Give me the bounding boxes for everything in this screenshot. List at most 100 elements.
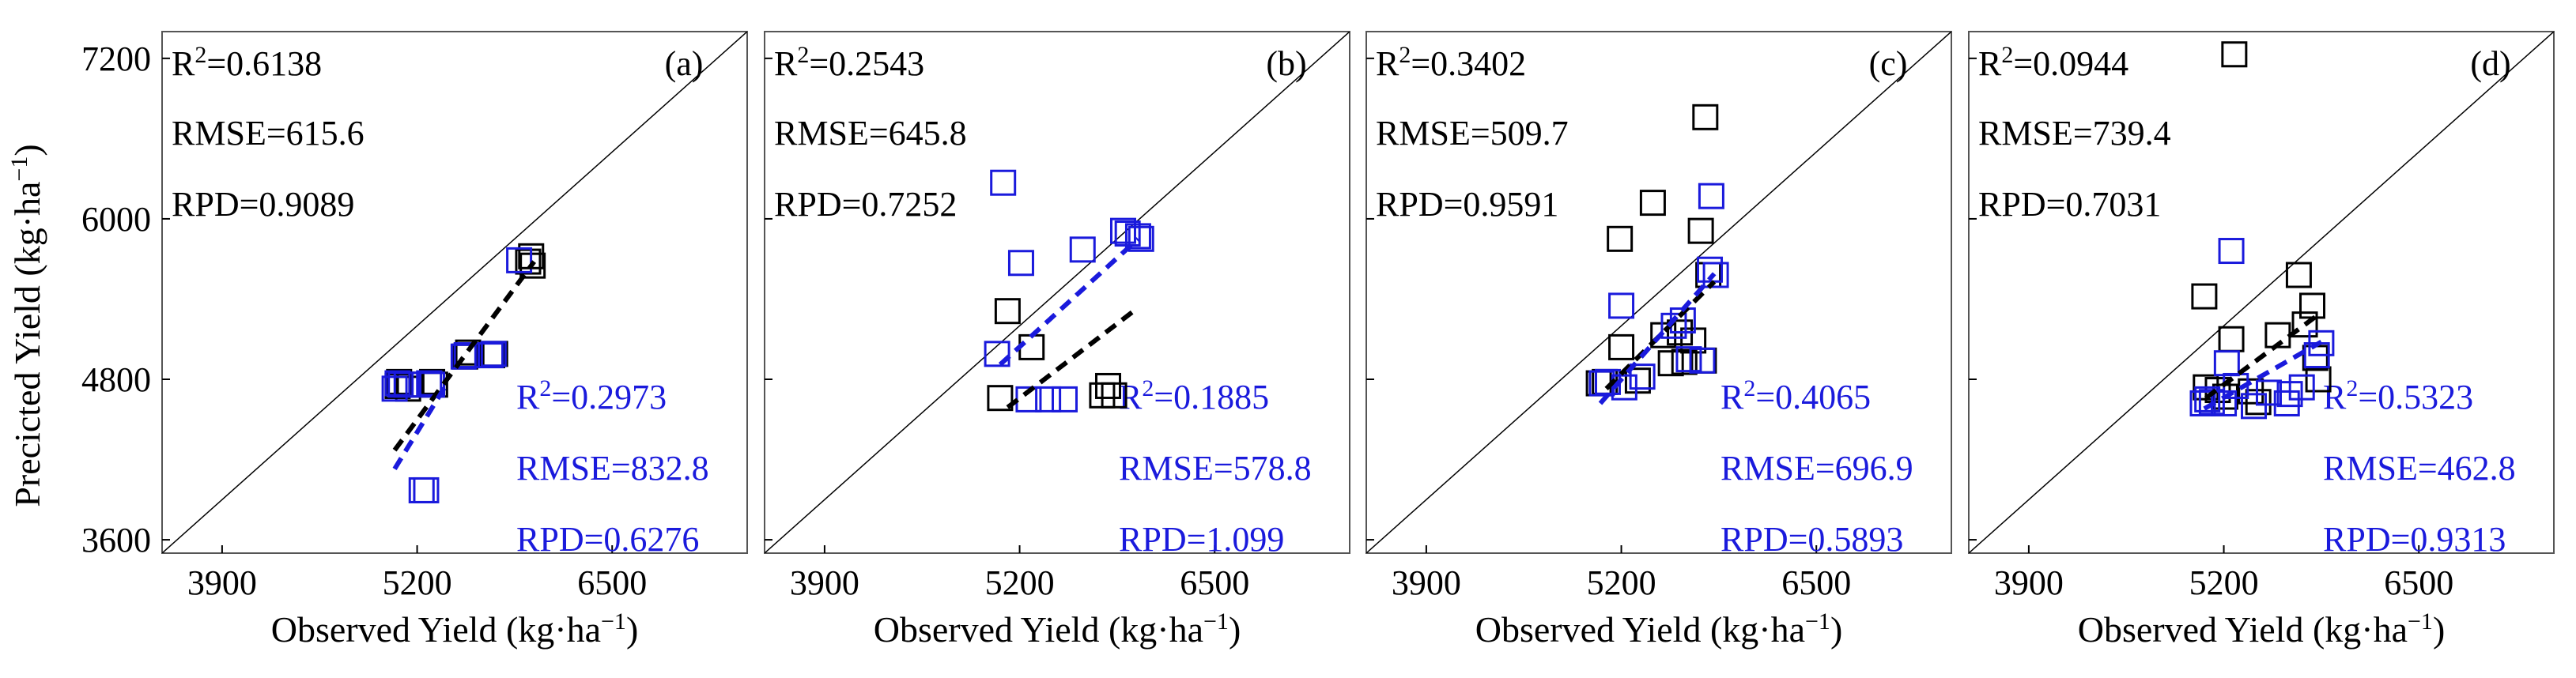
calibration-point <box>519 252 546 279</box>
black-rmse-stat: RMSE=615.6 <box>172 114 364 153</box>
x-axis-label-superscript: −1 <box>2408 608 2433 635</box>
calibration-point <box>1624 367 1651 394</box>
x-tick-label: 5200 <box>1587 563 1656 602</box>
blue-r2-value: =0.2973 <box>551 378 667 416</box>
panel-label: (d) <box>2470 44 2510 83</box>
y-axis-label-superscript: −1 <box>6 156 32 182</box>
x-axis-label-superscript: −1 <box>601 608 626 635</box>
validation-point <box>1702 262 1729 288</box>
calibration-point <box>2245 389 2272 416</box>
validation-point <box>2241 393 2268 420</box>
one-to-one-line <box>162 32 747 553</box>
x-tick-label: 5200 <box>2189 563 2259 602</box>
panel-label: (c) <box>1869 44 1908 83</box>
calibration-point <box>1687 217 1714 244</box>
calibration-fit-line <box>2204 310 2323 401</box>
calibration-point <box>994 298 1021 325</box>
x-axis-label-superscript: −1 <box>1203 608 1229 635</box>
calibration-fit-line <box>1604 280 1717 390</box>
black-r2-value: =0.0944 <box>2013 44 2128 83</box>
validation-point <box>480 341 507 367</box>
y-tick-label: 3600 <box>81 521 151 559</box>
black-r2-value: =0.6138 <box>206 44 322 83</box>
blue-r2-prefix: R <box>1720 378 1744 416</box>
blue-r2-stat: R2=0.4065 <box>1720 375 1871 416</box>
blue-rpd-stat: RPD=0.6276 <box>516 520 699 559</box>
calibration-point <box>1680 327 1707 354</box>
plot-frame <box>1968 31 2555 554</box>
calibration-point <box>2291 311 2318 338</box>
validation-point <box>450 343 477 370</box>
x-axis-label-end: ) <box>626 609 638 650</box>
blue-rpd-stat: RPD=0.5893 <box>1720 520 1903 559</box>
x-axis-label: Observed Yield (kg·ha <box>2078 609 2408 650</box>
x-tick-label: 6500 <box>1781 563 1851 602</box>
calibration-point <box>1639 190 1666 217</box>
x-tick-label: 6500 <box>1180 563 1249 602</box>
black-rmse-stat: RMSE=739.4 <box>1978 114 2171 153</box>
y-tick-label: 6000 <box>81 200 151 239</box>
x-tick-label: 6500 <box>577 563 647 602</box>
blue-r2-value: =0.1885 <box>1154 378 1269 416</box>
validation-point <box>1007 250 1034 277</box>
blue-r2-stat: R2=0.2973 <box>516 375 667 416</box>
one-to-one-line <box>1366 32 1951 553</box>
calibration-point <box>386 368 413 395</box>
validation-point <box>1608 292 1635 319</box>
black-r2-stat: R2=0.2543 <box>774 42 924 83</box>
validation-point <box>1124 223 1151 250</box>
calibration-fit-line <box>392 260 536 452</box>
calibration-point <box>2191 283 2218 310</box>
black-r2-stat: R2=0.6138 <box>172 42 322 83</box>
calibration-point <box>987 385 1014 412</box>
calibration-point <box>1101 382 1127 409</box>
validation-point <box>506 247 533 273</box>
validation-point <box>2288 374 2315 401</box>
blue-rmse-stat: RMSE=832.8 <box>516 449 709 488</box>
blue-r2-prefix: R <box>516 378 540 416</box>
x-axis-title: Observed Yield (kg·ha−1) <box>874 608 1241 650</box>
y-axis-label: Precicted Yield (kg·ha <box>7 182 47 507</box>
panel-b: 3900 5200 6500 Observed Yield (kg·ha−1) (b) R… <box>764 31 1350 650</box>
black-r2-prefix: R <box>774 44 798 83</box>
validation-point <box>1629 363 1656 390</box>
blue-r2-value: =0.4065 <box>1755 378 1871 416</box>
x-tick-label: 5200 <box>383 563 452 602</box>
calibration-point <box>2221 41 2248 68</box>
validation-point <box>384 370 411 397</box>
blue-r2-stat: R2=0.5323 <box>2323 375 2473 416</box>
validation-point <box>413 476 440 503</box>
calibration-point <box>1671 348 1698 375</box>
panel-c: 3900 5200 6500 Observed Yield (kg·ha−1) (c) R… <box>1365 31 1952 650</box>
x-axis-label-end: ) <box>1229 609 1241 650</box>
y-tick-label: 4800 <box>81 360 151 399</box>
x-axis-label: Observed Yield (kg·ha <box>271 609 601 650</box>
validation-fit-line <box>1598 272 1717 405</box>
black-r2-value: =0.3402 <box>1411 44 1526 83</box>
validation-point <box>1109 217 1136 244</box>
plot-frame <box>161 31 748 554</box>
black-r2-value: =0.2543 <box>809 44 924 83</box>
validation-fit-line <box>392 382 450 470</box>
validation-point <box>1675 346 1702 373</box>
validation-point <box>1035 386 1062 412</box>
blue-rmse-stat: RMSE=462.8 <box>2323 449 2516 488</box>
x-axis-label-end: ) <box>2433 609 2445 650</box>
blue-r2-stat: R2=0.1885 <box>1119 375 1269 416</box>
black-rpd-stat: RPD=0.9591 <box>1376 185 1558 224</box>
panel-d: 3900 5200 6500 Observed Yield (kg·ha−1) (d) R… <box>1968 31 2555 650</box>
x-axis-title: Observed Yield (kg·ha−1) <box>1475 608 1843 650</box>
validation-point <box>1069 236 1096 263</box>
plot-frame <box>1365 31 1952 554</box>
black-r2-superscript: 2 <box>195 42 206 68</box>
x-tick-label: 3900 <box>790 563 859 602</box>
validation-point <box>478 342 504 369</box>
black-rpd-stat: RPD=0.9089 <box>172 185 354 224</box>
blue-rmse-stat: RMSE=696.9 <box>1720 449 1913 488</box>
validation-point <box>990 169 1017 196</box>
blue-r2-superscript: 2 <box>539 375 551 401</box>
x-axis-label: Observed Yield (kg·ha <box>1475 609 1805 650</box>
blue-rmse-stat: RMSE=578.8 <box>1119 449 1312 488</box>
